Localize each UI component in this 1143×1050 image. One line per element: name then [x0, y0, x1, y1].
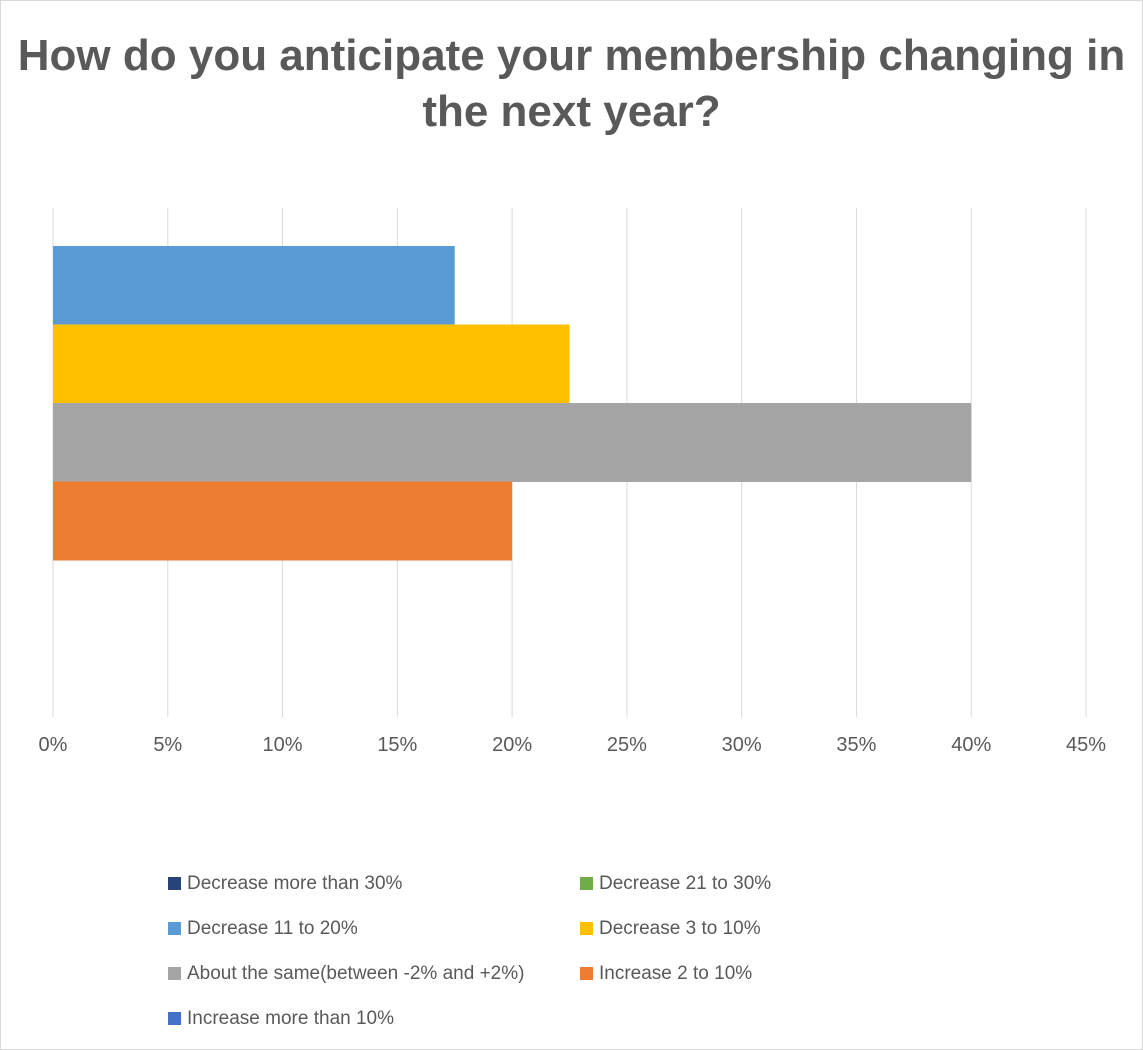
x-tick-label: 0%	[39, 734, 68, 756]
legend-item: Decrease 21 to 30%	[580, 872, 771, 896]
x-tick-label: 40%	[951, 734, 991, 756]
legend-item: Increase 2 to 10%	[580, 962, 752, 986]
x-axis-tick-labels: 0% 5% 10% 15% 20% 25% 30% 35% 40% 45%	[39, 734, 1107, 756]
x-tick-label: 20%	[492, 734, 532, 756]
bar	[53, 481, 513, 561]
bar	[53, 246, 455, 325]
legend-swatch	[168, 922, 181, 935]
legend-item: Decrease more than 30%	[168, 872, 402, 896]
x-tick-label: 35%	[836, 734, 876, 756]
legend-label: Increase 2 to 10%	[599, 963, 753, 984]
x-tick-label: 15%	[377, 734, 417, 756]
x-tick-label: 30%	[722, 734, 762, 756]
bar	[53, 324, 570, 404]
x-tick-label: 5%	[153, 734, 182, 756]
legend-label: Decrease more than 30%	[187, 873, 403, 894]
x-tick-label: 45%	[1066, 734, 1106, 756]
legend-item: Decrease 11 to 20%	[168, 917, 358, 941]
chart-title: How do you anticipate your membership ch…	[17, 31, 1126, 136]
legend-swatch	[168, 877, 181, 890]
legend-label: Decrease 11 to 20%	[187, 918, 358, 939]
legend-item: Decrease 3 to 10%	[580, 917, 761, 941]
x-tick-label: 25%	[607, 734, 647, 756]
legend-label: About the same(between -2% and +2%)	[187, 963, 525, 984]
bars	[53, 246, 972, 561]
legend-swatch	[168, 1012, 181, 1025]
legend-swatch	[580, 922, 593, 935]
legend-label: Decrease 3 to 10%	[599, 918, 761, 939]
legend-item: About the same(between -2% and +2%)	[168, 962, 524, 986]
bar	[53, 403, 972, 482]
x-tick-label: 10%	[263, 734, 303, 756]
legend-item: Increase more than 10%	[168, 1007, 394, 1031]
legend-swatch	[580, 877, 593, 890]
legend-label: Decrease 21 to 30%	[599, 873, 772, 894]
legend-swatch	[168, 967, 181, 980]
legend-swatch	[580, 967, 593, 980]
legend-label: Increase more than 10%	[187, 1008, 395, 1029]
